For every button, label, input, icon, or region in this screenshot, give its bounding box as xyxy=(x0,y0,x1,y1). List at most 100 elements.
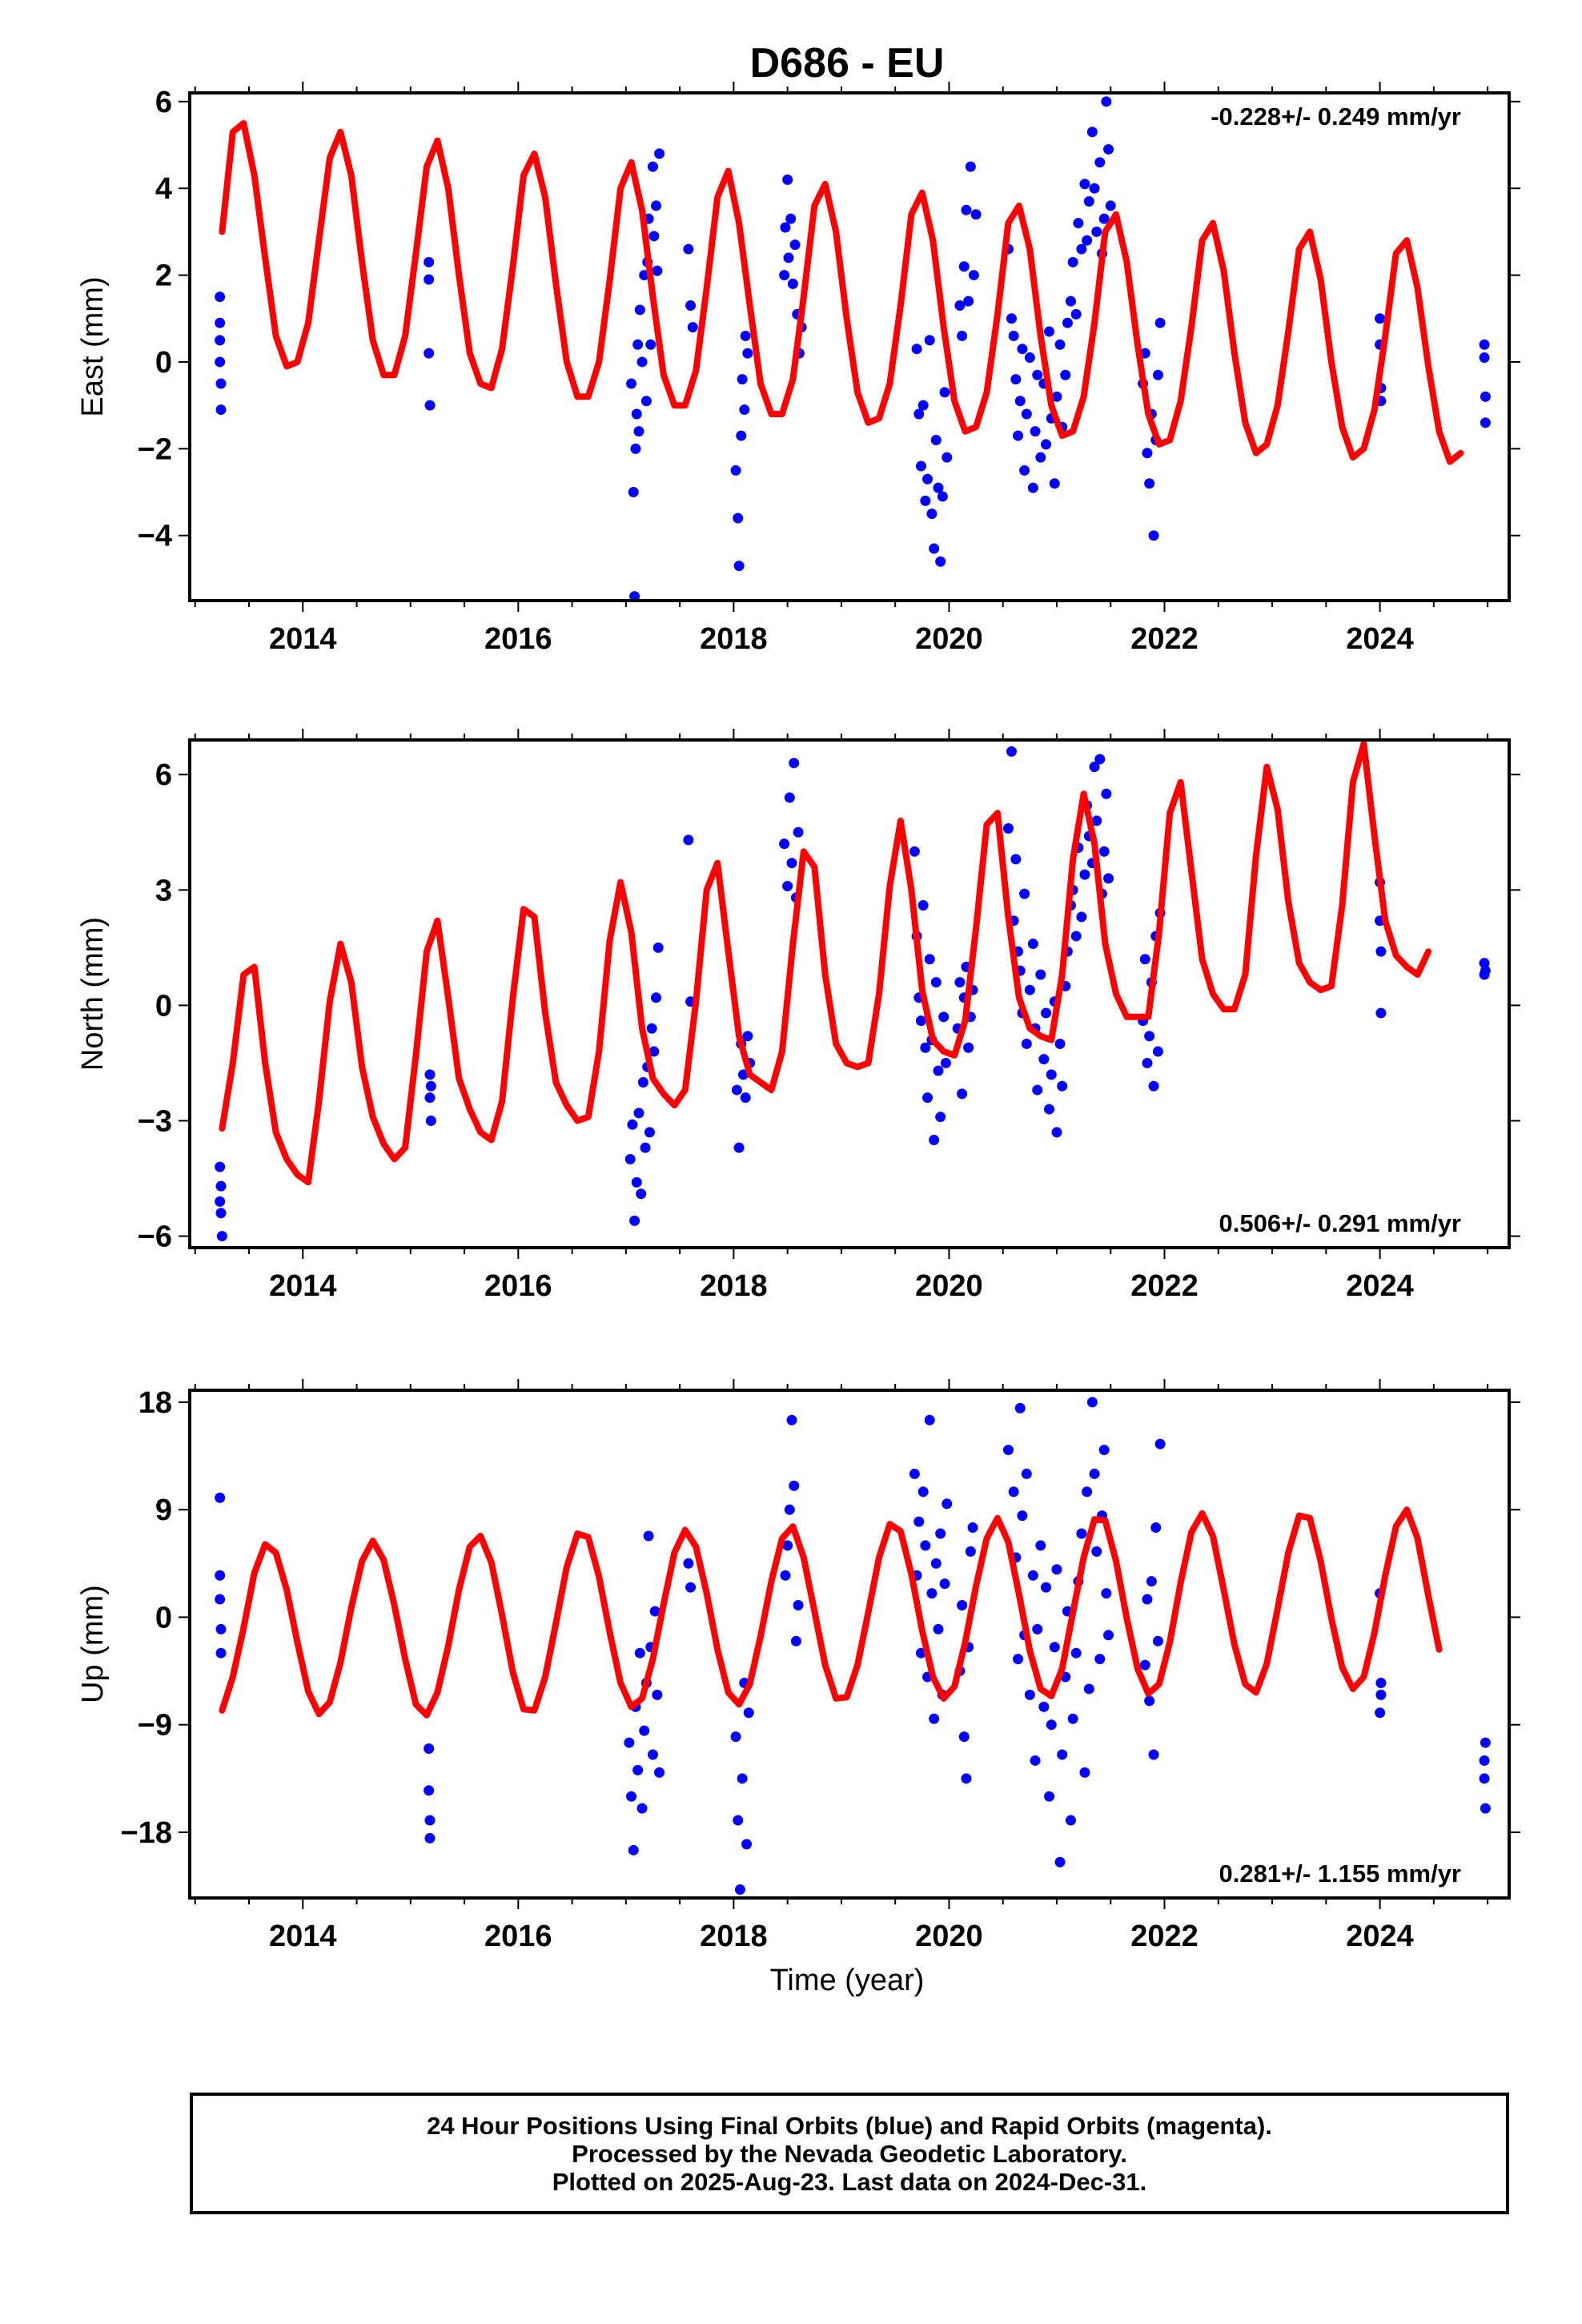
final-orbit-point xyxy=(968,270,979,281)
final-orbit-point xyxy=(784,1504,795,1515)
final-orbit-point xyxy=(1094,1654,1106,1665)
final-orbit-point xyxy=(736,430,747,441)
final-orbit-point xyxy=(926,509,938,520)
final-orbit-point xyxy=(1051,391,1062,402)
final-orbit-point xyxy=(793,826,804,838)
final-orbit-point xyxy=(1103,1630,1114,1641)
final-orbit-point xyxy=(1032,1623,1043,1634)
final-orbit-point xyxy=(644,1127,655,1138)
final-orbit-point xyxy=(933,1623,944,1634)
y-tick-label: 6 xyxy=(155,86,172,119)
final-orbit-point xyxy=(1044,326,1055,337)
final-orbit-point xyxy=(1062,317,1073,328)
final-orbit-point xyxy=(1024,984,1035,995)
final-orbit-point xyxy=(1035,969,1046,980)
final-orbit-point xyxy=(787,278,798,289)
velocity-annotation: -0.228+/- 0.249 mm/yr xyxy=(1211,103,1461,131)
final-orbit-point xyxy=(1479,352,1490,364)
final-orbit-point xyxy=(424,348,435,359)
final-orbit-point xyxy=(424,274,435,285)
final-orbit-point xyxy=(1091,1546,1102,1557)
final-orbit-point xyxy=(1091,226,1102,237)
final-orbit-point xyxy=(733,561,745,572)
x-tick-label: 2018 xyxy=(700,1920,768,1953)
x-tick-label: 2024 xyxy=(1346,1920,1414,1953)
final-orbit-point xyxy=(683,243,694,255)
final-orbit-point xyxy=(1479,339,1490,350)
final-orbit-point xyxy=(1065,1815,1076,1826)
final-orbit-point xyxy=(942,452,953,463)
final-orbit-point xyxy=(731,1084,742,1096)
final-orbit-point xyxy=(1030,1755,1041,1766)
model-fit-line xyxy=(219,740,1432,1186)
x-tick-label: 2020 xyxy=(915,1269,983,1303)
final-orbit-point xyxy=(1089,1468,1100,1479)
x-tick-label: 2014 xyxy=(269,622,337,656)
final-orbit-point xyxy=(1027,482,1038,493)
final-orbit-point xyxy=(780,222,791,233)
final-orbit-point xyxy=(1054,339,1066,350)
final-orbit-point xyxy=(1079,1767,1090,1778)
final-orbit-point xyxy=(1479,1773,1490,1784)
final-orbit-point xyxy=(967,1522,978,1534)
final-orbit-point xyxy=(1086,1397,1098,1408)
final-orbit-point xyxy=(1101,788,1112,799)
final-orbit-point xyxy=(1006,313,1017,324)
final-orbit-point xyxy=(1105,200,1116,211)
y-tick-label: −6 xyxy=(138,1220,172,1254)
final-orbit-point xyxy=(1035,452,1046,463)
final-orbit-point xyxy=(1014,1402,1026,1413)
final-orbit-point xyxy=(922,473,934,485)
y-tick-label: 9 xyxy=(155,1494,172,1527)
final-orbit-point xyxy=(783,252,794,263)
final-orbit-point xyxy=(1079,869,1090,880)
x-tick-label: 2022 xyxy=(1130,1920,1199,1953)
final-orbit-point xyxy=(643,1530,654,1542)
final-orbit-point xyxy=(930,1558,942,1569)
final-orbit-point xyxy=(651,992,662,1003)
final-orbit-point xyxy=(915,1015,926,1027)
final-orbit-point xyxy=(629,591,640,601)
final-orbit-point xyxy=(917,400,929,411)
x-tick-label: 2022 xyxy=(1130,622,1199,656)
final-orbit-point xyxy=(1002,822,1014,834)
final-orbit-point xyxy=(779,270,790,281)
final-orbit-point xyxy=(636,1188,647,1200)
final-orbit-point xyxy=(917,1486,929,1498)
final-orbit-point xyxy=(425,1080,436,1092)
final-orbit-point xyxy=(1101,96,1112,107)
final-orbit-point xyxy=(624,1737,635,1748)
final-orbit-point xyxy=(915,460,926,472)
final-orbit-point xyxy=(1073,218,1084,229)
final-orbit-point xyxy=(652,1689,663,1700)
final-orbit-point xyxy=(652,265,663,276)
final-orbit-point xyxy=(633,1108,644,1119)
final-orbit-point xyxy=(215,1196,226,1207)
chart-panel-2: 2014 2016 2018 2020 2022 2024 −6 −3 0 3 6 North (mm… xyxy=(76,729,1520,1303)
final-orbit-point xyxy=(938,1011,950,1023)
final-orbit-point xyxy=(1082,235,1093,246)
final-orbit-point xyxy=(646,1023,657,1034)
final-orbit-point xyxy=(1030,426,1041,437)
final-orbit-point xyxy=(424,1092,436,1104)
velocity-annotation: 0.281+/- 1.155 mm/yr xyxy=(1219,1860,1461,1888)
velocity-annotation: 0.506+/- 0.291 mm/yr xyxy=(1219,1209,1461,1237)
final-orbit-point xyxy=(687,322,698,333)
final-orbit-point xyxy=(627,1119,638,1130)
final-orbit-point xyxy=(648,1046,660,1057)
final-orbit-point xyxy=(737,1773,748,1784)
final-orbit-point xyxy=(215,1594,226,1605)
final-orbit-point xyxy=(215,292,226,303)
final-orbit-point xyxy=(940,1057,951,1068)
final-orbit-point xyxy=(636,356,648,368)
model-fit-line xyxy=(219,119,1464,465)
data-layer xyxy=(215,740,1491,1242)
final-orbit-point xyxy=(1013,430,1024,441)
final-orbit-point xyxy=(737,374,748,385)
y-tick-label: 0 xyxy=(155,346,172,380)
final-orbit-point xyxy=(1375,1677,1387,1688)
final-orbit-point xyxy=(1024,1689,1035,1700)
final-orbit-point xyxy=(634,1647,645,1659)
y-tick-label: 4 xyxy=(155,172,172,206)
final-orbit-point xyxy=(958,1731,970,1743)
